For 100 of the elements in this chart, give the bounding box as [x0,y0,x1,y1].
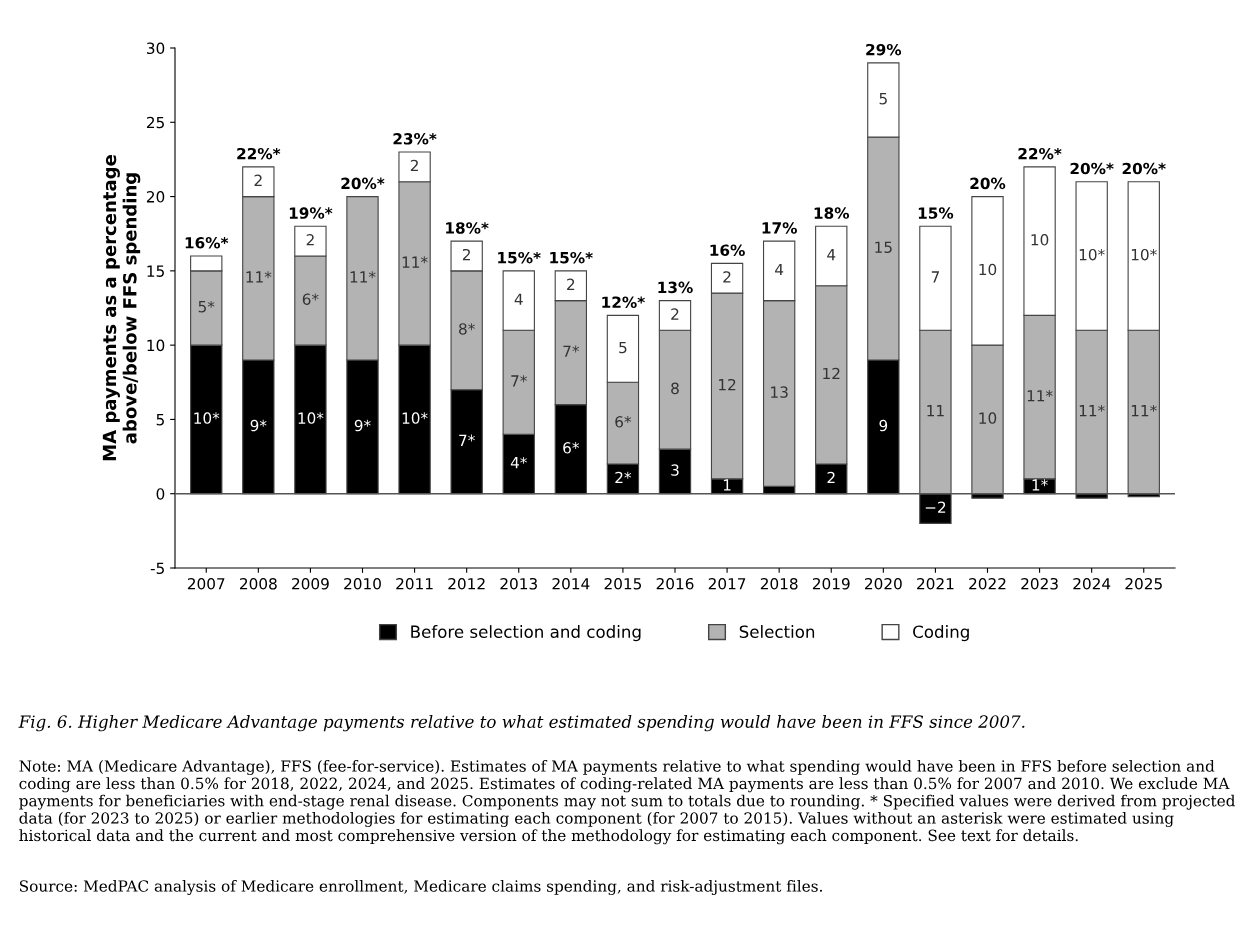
total-label: 20%* [1122,162,1166,175]
y-tick-label: 5 [156,414,164,426]
y-tick-label: 20 [146,191,165,203]
data-label: 11* [402,256,428,268]
data-label: 12 [719,378,736,391]
data-label: 4 [775,263,784,276]
data-label: 10 [1031,234,1049,246]
x-tick-label: 2024 [1073,577,1111,590]
total-label: 20%* [1070,162,1114,175]
total-label: 15%* [550,251,593,264]
data-label: 7* [459,434,475,446]
total-label: 15%* [498,251,541,264]
y-tick-label: 15 [147,265,164,277]
data-label: 10* [402,412,428,424]
total-label: 19%* [289,207,333,219]
data-label: −2 [925,501,946,513]
data-label: 10* [194,412,220,424]
x-tick-label: 2017 [708,577,746,590]
data-label: 8* [459,323,475,335]
x-tick-label: 2022 [969,577,1006,590]
total-label: 18%* [446,222,489,234]
data-label: 5* [198,300,215,313]
data-label: 11* [246,271,272,283]
total-label: 22%* [237,147,281,160]
x-tick-label: 2020 [865,577,902,590]
x-tick-label: 2011 [396,577,433,590]
data-label: 2* [615,471,632,484]
data-label: 7* [563,345,580,357]
x-tick-label: 2025 [1125,577,1162,590]
data-label: 10 [979,263,997,276]
x-tick-label: 2012 [448,577,485,590]
text: Note: MA (Medicare Advantage), FFS (fee-for-service). Estimates of MA payments relative to what spending would have been in FFS before selection and coding are less than 0.5% for 2018, 2022, 2024, and 2025. Estimates of coding-related MA payments are less than 0.5% for 2007 and 2010. We exclude MA payments for beneficiaries with end-stage renal disease. Components may not sum to totals due to rounding. * Specified values were derived from projected data (for 2023 to 2025) or earlier methodologies for estimating each component (for 2007 to 2015). Values without an asterisk were estimated using historical data and the current and most comprehensive version of the methodology for estimating each component. See text for details. [19,760,1236,845]
data-label: 2 [567,278,575,290]
data-label: 2 [723,271,731,283]
data-label: 10 [979,412,997,424]
data-label: 9* [250,419,267,432]
data-label: 11* [1131,404,1157,417]
data-label: 7* [511,375,527,387]
x-tick-label: 2014 [552,577,590,590]
y-tick-label: 30 [147,42,165,55]
total-label: 12%* [602,296,645,309]
data-label: 2 [254,174,262,186]
data-label: 8 [671,382,679,395]
x-tick-label: 2013 [500,577,537,590]
x-tick-label: 2008 [240,577,277,590]
y-tick-label: -5 [150,562,164,575]
legend-label: Before selection and coding [411,625,641,642]
data-label: 11* [1027,390,1053,402]
x-tick-label: 2007 [187,577,225,590]
x-tick-label: 2023 [1021,577,1058,590]
caption: Fig. 6. Higher Medicare Advantage payments relative to what estimated spending would have been in FFS since 2007. [18,715,1025,732]
total-label: 22%* [1018,147,1062,160]
data-label: 5 [619,341,627,354]
data-label: 11 [927,405,944,417]
y-tick-label: 10 [147,339,165,352]
data-label: 1* [1032,479,1048,491]
data-label: 2 [671,308,679,320]
x-tick-label: 2019 [812,577,850,590]
x-tick-label: 2016 [656,577,694,590]
data-label: 7 [931,271,939,283]
x-tick-label: 2010 [344,577,381,590]
x-tick-label: 2018 [760,577,798,590]
data-label: 9* [354,419,371,432]
data-label: 2 [462,248,470,261]
x-tick-label: 2015 [604,577,642,590]
y-tick-label: 25 [146,116,164,129]
total-label: 29% [866,43,902,56]
data-label: 6* [302,293,319,305]
legend-label: Selection [739,625,815,638]
data-label: 11* [350,271,376,283]
data-label: 6* [563,442,580,454]
data-label: 4 [514,293,523,305]
data-label: 3 [671,464,679,476]
data-label: 2 [410,159,418,172]
data-label: 9 [879,419,888,432]
y-axis-title: MA payments as a percentage above/below FFS spending [102,155,141,461]
total-label: 20%* [341,177,385,190]
x-tick-label: 2021 [917,577,954,590]
total-label: 16% [710,244,745,257]
total-label: 20% [970,177,1006,190]
data-label: 10* [1131,248,1157,261]
x-tick-label: 2009 [292,577,329,590]
legend-label: Coding [913,625,969,642]
data-label: 12 [823,367,840,380]
total-label: 16%* [185,237,229,249]
source-note: Source: MedPAC analysis of Medicare enrollment, Medicare claims spending, and risk-adjustment files. [19,880,822,895]
data-label: 13 [771,386,788,398]
total-label: 13% [658,281,693,294]
data-label: 11* [1079,404,1105,417]
data-label: 2 [827,471,835,484]
data-label: 2 [306,234,314,246]
data-label: 1 [723,479,731,491]
data-label: 4* [510,456,527,469]
data-label: 4 [827,249,836,261]
y-tick-label: 0 [156,488,165,500]
data-label: 10* [298,412,324,424]
total-label: 18% [814,207,850,219]
data-label: 10* [1079,248,1105,261]
total-label: 15% [918,207,954,219]
total-label: 17% [762,222,797,234]
